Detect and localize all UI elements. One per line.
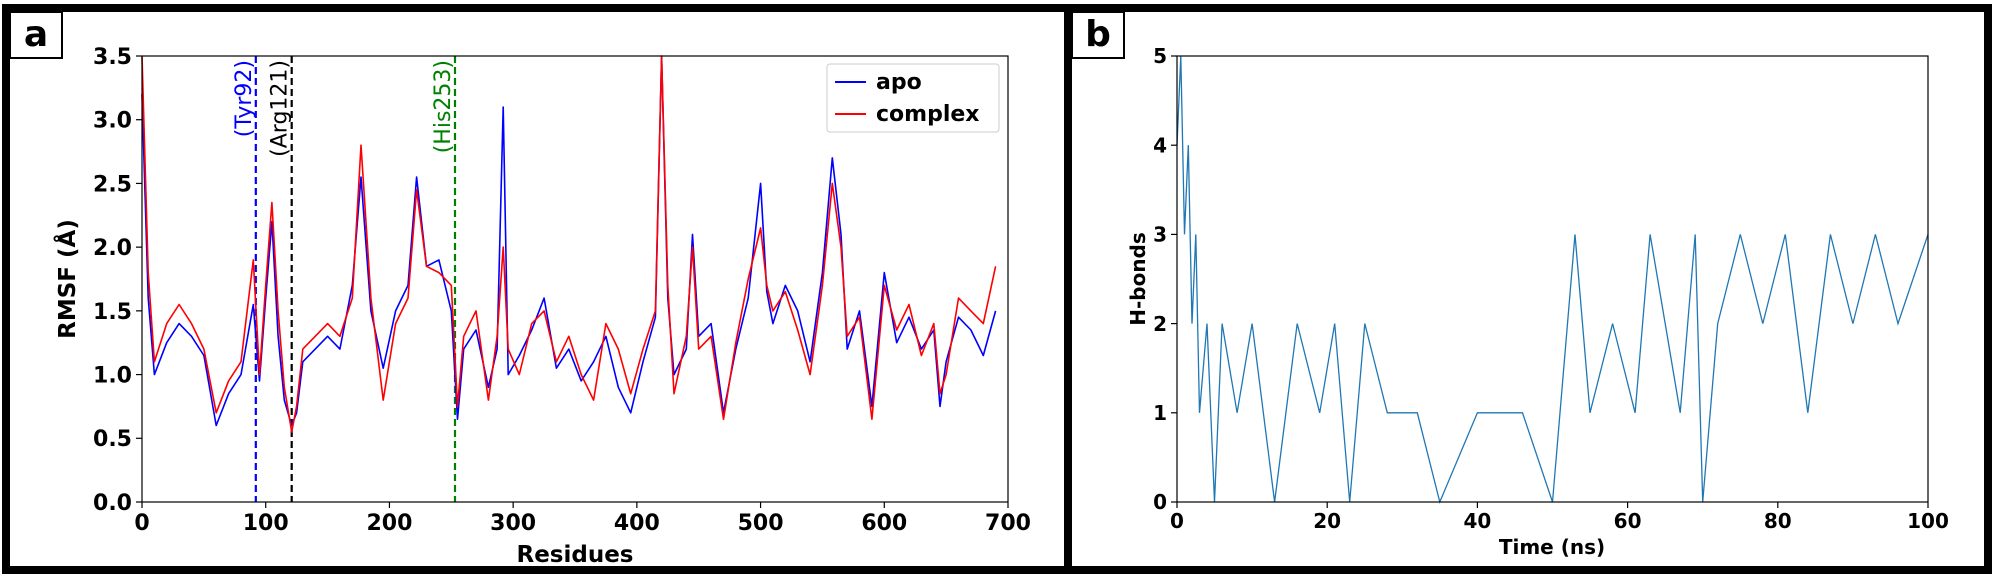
panel-b-xtick-label: 0 — [1170, 509, 1184, 533]
panel-b-xlabel: Time (ns) — [1499, 535, 1605, 559]
series-complex-line — [141, 55, 997, 433]
panel-b-ytick-label: 0 — [1153, 490, 1167, 514]
legend-complex-label: complex — [876, 102, 979, 127]
panel-a-xtick-label: 400 — [614, 511, 660, 536]
residue-marker-label: (Arg121) — [268, 60, 293, 157]
panel-b-xtick-label: 60 — [1614, 509, 1642, 533]
panel-a-xtick-label: 200 — [366, 511, 412, 536]
panel-a-ytick-label: 1.5 — [93, 300, 132, 325]
panel-a-ytick-label: 3.5 — [93, 45, 132, 70]
panel-a-label: a — [24, 14, 48, 55]
panel-b-xtick-label: 80 — [1764, 509, 1792, 533]
panel-b-ytick-label: 3 — [1153, 223, 1167, 247]
panel-a-ytick-label: 0.0 — [93, 491, 132, 516]
panel-b-ticks: 0 20 40 60 80 100 0 1 2 3 4 5 — [1153, 44, 1949, 533]
panel-a-series — [141, 55, 997, 433]
legend-apo-label: apo — [876, 70, 922, 95]
residue-marker-label: (His253) — [431, 60, 456, 153]
panel-a-xtick-label: 700 — [985, 511, 1031, 536]
panel-b-xtick-label: 40 — [1463, 509, 1491, 533]
panel-a-xtick-label: 300 — [490, 511, 536, 536]
panel-a-ylabel: RMSF (Å) — [53, 219, 81, 339]
panel-b-ytick-label: 1 — [1153, 401, 1167, 425]
panel-a-label-box — [9, 11, 63, 59]
panel-a-residue-markers: (Tyr92) (Arg121) (His253) — [232, 56, 457, 502]
panel-b-plot-frame — [1176, 55, 1929, 503]
panel-b-ytick-label: 4 — [1153, 133, 1167, 157]
panel-b-hbonds-chart: 0 20 40 60 80 100 0 1 2 3 4 5 Time (ns) H-bonds — [1126, 44, 1949, 559]
panel-b-ytick-label: 5 — [1153, 44, 1167, 68]
panel-a-ytick-label: 2.0 — [93, 236, 132, 261]
panel-a-ytick-label: 3.0 — [93, 109, 132, 134]
residue-marker-label: (Tyr92) — [232, 60, 257, 137]
panel-b-series — [1176, 55, 1929, 505]
panel-b-frame — [1064, 4, 1992, 574]
panel-a-ytick-label: 0.5 — [93, 427, 132, 452]
panel-b-label-box — [1071, 11, 1125, 59]
panel-b-ytick-label: 2 — [1153, 312, 1167, 336]
panel-a-xtick-label: 500 — [738, 511, 784, 536]
panel-a-rmsf-chart: 0 100 200 300 400 500 600 700 0.0 0.5 1.0 1.5 2.0 2.5… — [53, 45, 1031, 568]
panel-a-ytick-label: 1.0 — [93, 363, 132, 388]
panel-b-label: b — [1085, 14, 1111, 55]
panel-a-ytick-label: 2.5 — [93, 172, 132, 197]
panel-a-xlabel: Residues — [516, 542, 633, 568]
panel-b-xtick-label: 100 — [1907, 509, 1949, 533]
panel-a-xtick-label: 600 — [861, 511, 907, 536]
panel-b-xtick-label: 20 — [1313, 509, 1341, 533]
panel-a-ticks: 0 100 200 300 400 500 600 700 0.0 0.5 1.0 1.5 2.0 2.5… — [93, 45, 1031, 536]
panel-b-ylabel: H-bonds — [1126, 232, 1150, 326]
panel-a-plot-frame — [141, 55, 1009, 503]
panel-a-xtick-label: 0 — [134, 511, 149, 536]
panel-a-legend: apo complex — [826, 63, 1000, 133]
panel-a-xtick-label: 100 — [243, 511, 289, 536]
legend-box — [826, 63, 1000, 133]
series-hbonds-line — [1176, 55, 1929, 505]
